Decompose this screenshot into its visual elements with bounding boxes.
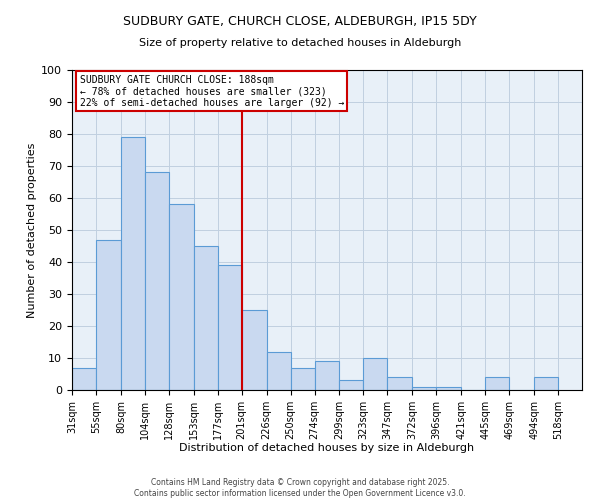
- Bar: [436, 387, 461, 390]
- Bar: [145, 172, 169, 390]
- Bar: [266, 352, 290, 390]
- Bar: [218, 265, 242, 390]
- Bar: [485, 377, 509, 390]
- Y-axis label: Number of detached properties: Number of detached properties: [27, 142, 37, 318]
- Bar: [314, 361, 340, 390]
- Text: SUDBURY GATE, CHURCH CLOSE, ALDEBURGH, IP15 5DY: SUDBURY GATE, CHURCH CLOSE, ALDEBURGH, I…: [123, 15, 477, 28]
- Text: Contains HM Land Registry data © Crown copyright and database right 2025.
Contai: Contains HM Land Registry data © Crown c…: [134, 478, 466, 498]
- Bar: [290, 368, 314, 390]
- Bar: [169, 204, 194, 390]
- Bar: [121, 137, 145, 390]
- Bar: [340, 380, 364, 390]
- X-axis label: Distribution of detached houses by size in Aldeburgh: Distribution of detached houses by size …: [179, 444, 475, 454]
- Bar: [364, 358, 388, 390]
- Text: SUDBURY GATE CHURCH CLOSE: 188sqm
← 78% of detached houses are smaller (323)
22%: SUDBURY GATE CHURCH CLOSE: 188sqm ← 78% …: [80, 75, 344, 108]
- Bar: [534, 377, 558, 390]
- Bar: [96, 240, 121, 390]
- Bar: [412, 387, 436, 390]
- Text: Size of property relative to detached houses in Aldeburgh: Size of property relative to detached ho…: [139, 38, 461, 48]
- Bar: [388, 377, 412, 390]
- Bar: [242, 310, 266, 390]
- Bar: [72, 368, 96, 390]
- Bar: [194, 246, 218, 390]
